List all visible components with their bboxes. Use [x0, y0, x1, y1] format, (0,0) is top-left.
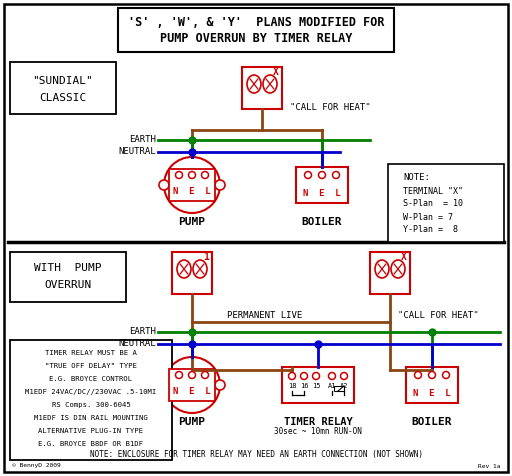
Text: N  E  L: N E L — [413, 388, 451, 397]
Text: NOTE:: NOTE: — [403, 173, 430, 182]
Text: 30sec ~ 10mn RUN-ON: 30sec ~ 10mn RUN-ON — [274, 427, 362, 436]
Bar — [296, 167, 348, 203]
Circle shape — [176, 371, 182, 378]
Bar — [169, 369, 215, 401]
Ellipse shape — [391, 260, 405, 278]
Text: S-Plan  = 10: S-Plan = 10 — [403, 199, 463, 208]
Bar — [10, 340, 172, 460]
Text: 16: 16 — [300, 383, 308, 389]
Text: N  E  L: N E L — [303, 188, 341, 198]
Circle shape — [202, 171, 208, 178]
Ellipse shape — [247, 75, 261, 93]
Text: NOTE: ENCLOSURE FOR TIMER RELAY MAY NEED AN EARTH CONNECTION (NOT SHOWN): NOTE: ENCLOSURE FOR TIMER RELAY MAY NEED… — [90, 449, 422, 458]
Ellipse shape — [193, 260, 207, 278]
Circle shape — [159, 380, 169, 390]
Text: N  E  L: N E L — [173, 187, 211, 196]
Circle shape — [215, 380, 225, 390]
Circle shape — [318, 171, 326, 178]
Circle shape — [429, 371, 436, 378]
Text: ALTERNATIVE PLUG-IN TYPE: ALTERNATIVE PLUG-IN TYPE — [38, 428, 143, 434]
Text: W-Plan = 7: W-Plan = 7 — [403, 212, 453, 221]
Text: EARTH: EARTH — [129, 327, 156, 337]
Circle shape — [164, 357, 220, 413]
Ellipse shape — [177, 260, 191, 278]
Circle shape — [288, 373, 295, 379]
Circle shape — [188, 171, 196, 178]
Text: PERMANENT LIVE: PERMANENT LIVE — [227, 311, 303, 320]
Text: OVERRUN: OVERRUN — [45, 280, 92, 290]
Circle shape — [301, 373, 308, 379]
Circle shape — [159, 180, 169, 190]
Circle shape — [188, 371, 196, 378]
Bar — [118, 8, 394, 52]
Text: RS Comps. 300-6045: RS Comps. 300-6045 — [52, 402, 131, 408]
Bar — [172, 252, 212, 294]
Text: X: X — [401, 252, 407, 262]
Bar — [388, 164, 504, 242]
Text: Y-Plan =  8: Y-Plan = 8 — [403, 226, 458, 235]
Text: © BennyD 2009: © BennyD 2009 — [12, 464, 61, 468]
Text: Rev 1a: Rev 1a — [478, 464, 500, 468]
Text: NEUTRAL: NEUTRAL — [118, 148, 156, 157]
Ellipse shape — [375, 260, 389, 278]
Text: NEUTRAL: NEUTRAL — [118, 339, 156, 348]
Text: M1EDF 24VAC/DC//230VAC .5-10MI: M1EDF 24VAC/DC//230VAC .5-10MI — [26, 389, 157, 395]
Bar — [169, 169, 215, 201]
Bar — [10, 252, 126, 302]
Bar — [242, 67, 282, 109]
Text: 'S' , 'W', & 'Y'  PLANS MODIFIED FOR: 'S' , 'W', & 'Y' PLANS MODIFIED FOR — [128, 16, 384, 29]
Text: "CALL FOR HEAT": "CALL FOR HEAT" — [398, 311, 479, 320]
Text: "TRUE OFF DELAY" TYPE: "TRUE OFF DELAY" TYPE — [45, 363, 137, 369]
Ellipse shape — [263, 75, 277, 93]
Text: CLASSIC: CLASSIC — [39, 93, 87, 103]
Bar — [370, 252, 410, 294]
Text: 18: 18 — [288, 383, 296, 389]
Text: A2: A2 — [340, 383, 348, 389]
Text: M1EDF IS DIN RAIL MOUNTING: M1EDF IS DIN RAIL MOUNTING — [34, 415, 148, 421]
Circle shape — [176, 171, 182, 178]
Bar — [282, 367, 354, 403]
Text: EARTH: EARTH — [129, 136, 156, 145]
Text: X: X — [273, 67, 279, 77]
Bar — [10, 62, 116, 114]
Text: 1: 1 — [203, 252, 209, 262]
Circle shape — [340, 373, 348, 379]
Circle shape — [332, 171, 339, 178]
Bar — [406, 367, 458, 403]
Text: BOILER: BOILER — [302, 217, 342, 227]
Text: PUMP: PUMP — [179, 417, 205, 427]
Text: "CALL FOR HEAT": "CALL FOR HEAT" — [290, 102, 371, 111]
Text: 15: 15 — [312, 383, 320, 389]
Text: N  E  L: N E L — [173, 387, 211, 396]
Circle shape — [312, 373, 319, 379]
Circle shape — [442, 371, 450, 378]
Circle shape — [164, 157, 220, 213]
Text: PUMP: PUMP — [179, 217, 205, 227]
Text: TIMER RELAY MUST BE A: TIMER RELAY MUST BE A — [45, 350, 137, 356]
Text: E.G. BROYCE B8DF OR B1DF: E.G. BROYCE B8DF OR B1DF — [38, 441, 143, 447]
Circle shape — [215, 180, 225, 190]
Circle shape — [202, 371, 208, 378]
Text: "SUNDIAL": "SUNDIAL" — [33, 76, 93, 86]
Text: TIMER RELAY: TIMER RELAY — [284, 417, 352, 427]
Circle shape — [415, 371, 421, 378]
Circle shape — [329, 373, 335, 379]
Text: A1: A1 — [328, 383, 336, 389]
Text: WITH  PUMP: WITH PUMP — [34, 263, 102, 273]
Text: PUMP OVERRUN BY TIMER RELAY: PUMP OVERRUN BY TIMER RELAY — [160, 31, 352, 44]
Text: E.G. BROYCE CONTROL: E.G. BROYCE CONTROL — [50, 376, 133, 382]
Text: TERMINAL "X": TERMINAL "X" — [403, 187, 463, 196]
Bar — [334, 386, 344, 391]
Text: BOILER: BOILER — [412, 417, 452, 427]
Circle shape — [305, 171, 311, 178]
